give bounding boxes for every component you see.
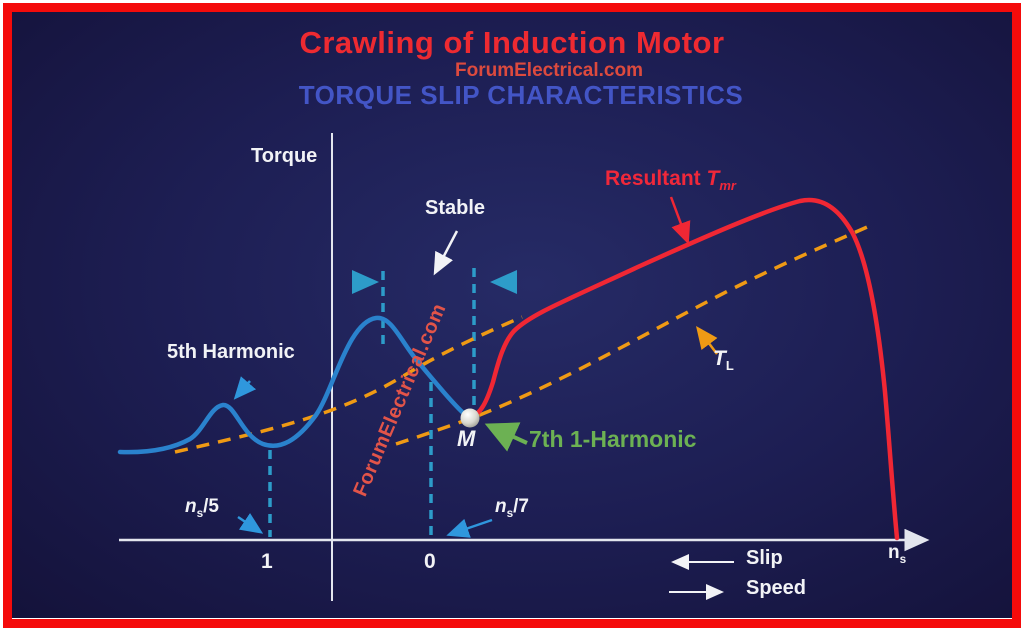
ns5-subscript: s — [196, 506, 204, 520]
ns5-rest: /5 — [203, 496, 220, 517]
resultant-arrow — [669, 196, 691, 245]
load-torque-label: TL — [713, 348, 734, 372]
stable-label: Stable — [425, 197, 486, 219]
resultant-curve-red — [467, 197, 900, 541]
ns5-base: n — [185, 496, 197, 517]
ns5-label: ns/5 — [185, 497, 219, 520]
resultant-label-symbol: T — [706, 167, 720, 190]
diagram-background — [11, 11, 1013, 618]
harmonic-curve-blue — [117, 315, 471, 455]
x-tick-zero: 0 — [424, 550, 436, 573]
page-subtitle: TORQUE SLIP CHARACTERISTICS — [298, 80, 744, 110]
harmonic7-arrow — [484, 422, 528, 452]
harmonic5-label: 5th Harmonic — [167, 341, 295, 363]
watermark-top: ForumElectrical.com — [455, 60, 643, 81]
stable-arrow — [433, 230, 459, 276]
point-m-label: M — [457, 426, 476, 451]
ns7-rest: /7 — [513, 496, 530, 517]
speed-label: Speed — [746, 577, 807, 599]
load-torque-subscript: L — [725, 358, 734, 374]
y-axis-label: Torque — [251, 145, 318, 167]
ns5-arrow — [237, 512, 264, 534]
ns7-base: n — [495, 496, 507, 517]
harmonic5-arrow — [233, 376, 257, 400]
ns7-subscript: s — [506, 506, 514, 520]
ns7-arrow — [446, 518, 493, 538]
resultant-label-text: Resultant — [605, 167, 707, 190]
ns-axis-subscript: s — [899, 552, 907, 566]
resultant-label: Resultant Tmr — [605, 168, 736, 192]
resultant-label-subscript: mr — [719, 178, 736, 194]
page-title: Crawling of Induction Motor — [299, 25, 725, 60]
harmonic7-label: 7th 1-Harmonic — [529, 426, 697, 452]
ns-axis-base: n — [888, 542, 900, 563]
load-torque-arrow — [696, 326, 718, 355]
slip-label: Slip — [746, 547, 783, 569]
operating-point-dot — [460, 408, 480, 428]
x-tick-one: 1 — [261, 550, 273, 573]
load-torque-symbol: T — [713, 347, 726, 370]
ns7-label: ns/7 — [495, 497, 529, 520]
ns-axis-label: ns — [888, 543, 906, 566]
